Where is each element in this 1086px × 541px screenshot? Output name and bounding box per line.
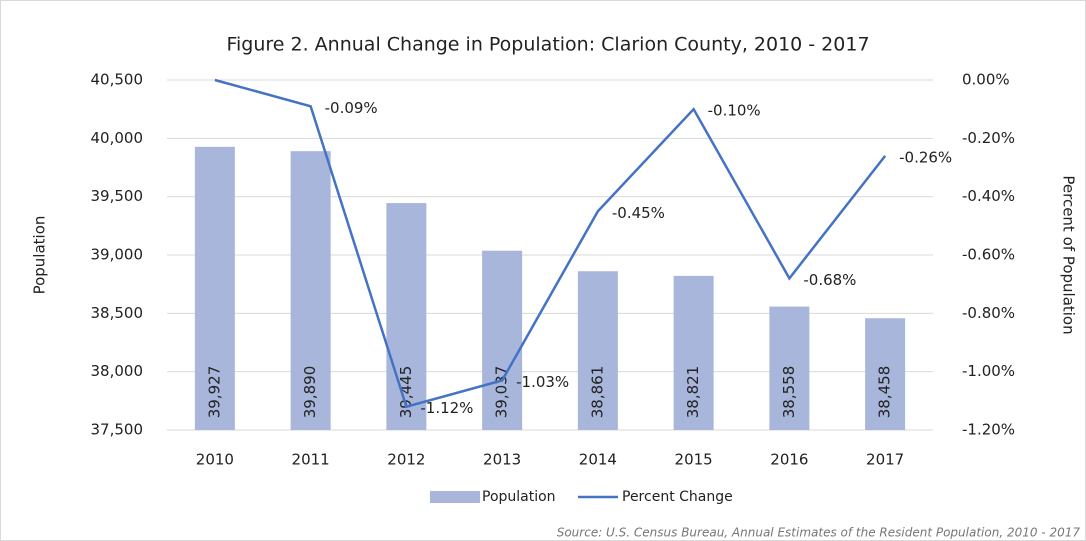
y-tick-label: 37,500 [91, 421, 144, 439]
bar-value-label: 39,037 [493, 366, 511, 419]
line-value-label: -0.10% [708, 102, 761, 120]
x-tick-label: 2013 [483, 451, 521, 469]
bar [386, 203, 427, 430]
line-value-label: -0.09% [325, 99, 378, 117]
y-tick-label: 39,500 [91, 187, 144, 205]
bar-value-label: 38,458 [876, 366, 894, 419]
bar [673, 275, 714, 430]
bar-value-label: 38,861 [588, 366, 606, 419]
line-value-label: -0.68% [803, 271, 856, 289]
bar [290, 151, 331, 430]
y-tick-label: 40,000 [91, 129, 144, 147]
y2-tick-label: -0.40% [962, 187, 1015, 205]
bar [865, 318, 906, 430]
chart-title: Figure 2. Annual Change in Population: C… [226, 34, 869, 56]
bar [194, 146, 235, 430]
x-tick-label: 2015 [675, 451, 713, 469]
y-tick-label: 38,000 [91, 362, 144, 380]
x-tick-label: 2016 [770, 451, 808, 469]
x-tick-label: 2012 [387, 451, 425, 469]
line-value-label: -1.03% [516, 373, 569, 391]
y-tick-label: 40,500 [91, 71, 144, 89]
bar [577, 271, 618, 430]
y2-tick-label: -1.20% [962, 421, 1015, 439]
line-series [214, 78, 887, 409]
y2-tick-label: -1.00% [962, 362, 1015, 380]
bar-value-label: 38,821 [684, 366, 702, 419]
legend-label: Percent Change [622, 489, 733, 505]
line-value-label: -0.26% [899, 148, 952, 166]
bar [482, 250, 523, 430]
bar-value-label: 39,890 [301, 366, 319, 419]
y-tick-label: 39,000 [91, 246, 144, 264]
y2-tick-label: -0.20% [962, 129, 1015, 147]
bar-value-label: 39,927 [205, 366, 223, 419]
y2-tick-label: -0.60% [962, 246, 1015, 264]
x-tick-label: 2011 [292, 451, 330, 469]
y2-tick-label: 0.00% [962, 71, 1010, 89]
y-axis-label: Population [31, 216, 49, 295]
source-note: Source: U.S. Census Bureau, Annual Estim… [557, 526, 1081, 540]
legend-label: Population [482, 489, 556, 505]
y2-axis-label: Percent of Population [1060, 175, 1078, 334]
bar-value-label: 38,558 [780, 366, 798, 419]
bar-value-label: 39,445 [397, 366, 415, 419]
y-tick-label: 38,500 [91, 304, 144, 322]
y2-tick-label: -0.80% [962, 304, 1015, 322]
legend-swatch [430, 491, 480, 503]
x-tick-label: 2014 [579, 451, 617, 469]
line-value-label: -1.12% [420, 399, 473, 417]
x-tick-label: 2010 [196, 451, 234, 469]
x-tick-label: 2017 [866, 451, 904, 469]
line-value-label: -0.45% [612, 204, 665, 222]
bar [769, 306, 810, 430]
